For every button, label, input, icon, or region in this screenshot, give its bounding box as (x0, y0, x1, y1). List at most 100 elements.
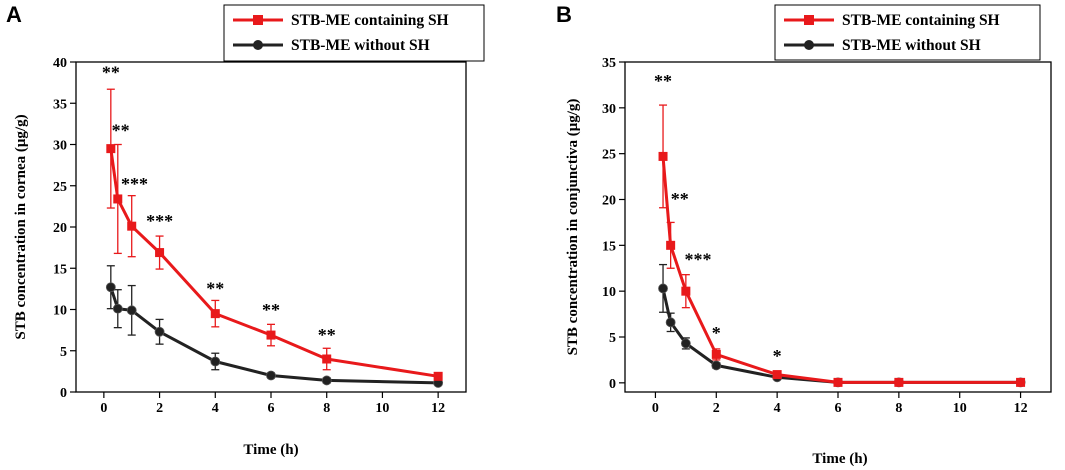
data-point-a-1-4 (210, 356, 221, 367)
significance-layer-b: ********* (654, 71, 782, 366)
data-point-a-1-3 (154, 326, 165, 337)
data-point-b-0-0 (658, 151, 668, 161)
series-b-0 (658, 104, 1026, 387)
legend-marker-a-0 (253, 15, 263, 25)
legend-label-b-1: STB-ME without SH (842, 37, 981, 54)
x-axis-title-b: Time (h) (812, 451, 867, 467)
legend-a: STB-ME containing SH STB-ME without SH (223, 4, 485, 62)
data-point-b-0-7 (1016, 377, 1026, 387)
data-point-a-1-1 (112, 303, 123, 314)
series-a-1 (105, 265, 444, 388)
data-point-a-0-1 (113, 194, 123, 204)
y-axis-title-a: STB concentration in cornea (μg/g) (13, 114, 29, 339)
significance-mark-b-1: ** (671, 189, 689, 209)
data-point-a-1-0 (105, 282, 116, 293)
y-ticks-b: 0 5 10 15 20 25 30 35 (602, 56, 625, 392)
panel-letter-a: A (6, 2, 22, 27)
y-tick-label-b-3: 15 (602, 239, 616, 254)
y-tick-label-b-0: 0 (609, 377, 616, 392)
significance-mark-b-4: * (773, 346, 782, 366)
y-tick-label-a-5: 25 (53, 180, 67, 195)
data-point-b-0-2 (681, 286, 691, 296)
legend-marker-b-0 (804, 15, 814, 25)
data-point-a-0-4 (210, 309, 220, 319)
x-tick-label-a-1: 2 (156, 401, 163, 416)
data-point-a-0-5 (266, 330, 276, 340)
legend-marker-b-1 (804, 40, 814, 50)
data-point-b-1-3 (711, 360, 722, 371)
data-point-a-0-3 (155, 248, 165, 258)
x-tick-label-b-4: 8 (895, 401, 902, 416)
data-point-a-0-2 (127, 221, 137, 231)
data-point-a-0-6 (322, 354, 332, 364)
x-tick-label-b-6: 12 (1014, 401, 1028, 416)
y-tick-label-a-0: 0 (60, 386, 67, 401)
significance-mark-b-0: ** (654, 71, 672, 91)
x-tick-label-a-6: 12 (431, 401, 445, 416)
panel-letter-b: B (556, 2, 572, 27)
x-axis-title-a: Time (h) (243, 442, 298, 458)
data-point-b-0-1 (666, 240, 676, 250)
series-a-0 (106, 88, 443, 381)
x-tick-label-b-2: 4 (774, 401, 781, 416)
y-tick-label-b-1: 5 (609, 331, 616, 346)
series-layer-b (658, 104, 1026, 388)
y-tick-label-b-6: 30 (602, 102, 616, 117)
legend-marker-a-1 (253, 40, 263, 50)
data-point-a-1-6 (321, 375, 332, 386)
y-tick-label-a-6: 30 (53, 139, 67, 154)
legend-box-b (774, 4, 1041, 61)
significance-mark-a-3: *** (146, 211, 173, 231)
significance-mark-a-2: *** (121, 174, 148, 194)
y-tick-label-b-4: 20 (602, 194, 616, 209)
x-tick-label-b-0: 0 (652, 401, 659, 416)
data-point-b-1-1 (665, 317, 676, 328)
x-tick-label-b-3: 6 (835, 401, 842, 416)
x-tick-label-a-2: 4 (212, 401, 219, 416)
data-point-b-0-5 (833, 377, 843, 387)
legend-label-a-1: STB-ME without SH (291, 37, 430, 54)
significance-mark-a-1: ** (112, 120, 130, 140)
legend-label-b-0: STB-ME containing SH (842, 12, 1000, 29)
data-point-a-0-7 (433, 371, 443, 381)
data-point-b-1-2 (680, 338, 691, 349)
legend-label-a-0: STB-ME containing SH (291, 12, 449, 29)
y-tick-label-a-3: 15 (53, 262, 67, 277)
y-ticks-a: 0 5 10 15 20 25 30 35 40 (53, 56, 76, 401)
panel-b: B Time (h) STB concentration in conjunct… (556, 2, 1052, 467)
y-tick-label-b-5: 25 (602, 148, 616, 163)
significance-mark-a-0: ** (102, 63, 120, 83)
data-point-b-1-0 (658, 283, 668, 294)
data-point-b-0-6 (894, 377, 904, 387)
data-point-a-1-2 (126, 305, 137, 316)
significance-mark-a-6: ** (318, 325, 336, 345)
x-tick-label-b-5: 10 (953, 401, 967, 416)
series-line-a-0 (109, 148, 439, 378)
series-layer-a (105, 88, 444, 388)
y-tick-label-a-8: 40 (53, 56, 67, 71)
y-tick-label-a-1: 5 (60, 345, 67, 360)
x-tick-label-b-1: 2 (713, 401, 720, 416)
y-tick-label-b-2: 10 (602, 285, 616, 300)
x-tick-label-a-4: 8 (323, 401, 330, 416)
y-axis-title-b: STB concentration in conjunctiva (μg/g) (565, 99, 581, 356)
y-tick-label-a-7: 35 (53, 97, 67, 112)
significance-mark-b-3: * (712, 323, 721, 343)
x-ticks-a: 0 2 4 6 8 10 12 (100, 392, 445, 416)
data-point-a-1-5 (266, 370, 276, 381)
y-tick-label-a-4: 20 (53, 221, 67, 236)
data-point-b-0-4 (772, 370, 782, 380)
significance-mark-a-4: ** (206, 279, 224, 299)
x-ticks-b: 0 2 4 6 8 10 12 (652, 392, 1028, 416)
y-tick-label-b-7: 35 (602, 56, 616, 71)
series-line-b-0 (661, 156, 1021, 384)
panel-a: A Time (h) STB concentration in cornea (… (6, 2, 485, 458)
x-tick-label-a-5: 10 (375, 401, 389, 416)
y-tick-label-a-2: 10 (53, 304, 67, 319)
significance-mark-b-2: *** (685, 250, 712, 270)
significance-mark-a-5: ** (262, 300, 280, 320)
data-point-a-0-0 (106, 144, 116, 154)
significance-layer-a: **************** (102, 63, 336, 345)
x-tick-label-a-3: 6 (268, 401, 275, 416)
